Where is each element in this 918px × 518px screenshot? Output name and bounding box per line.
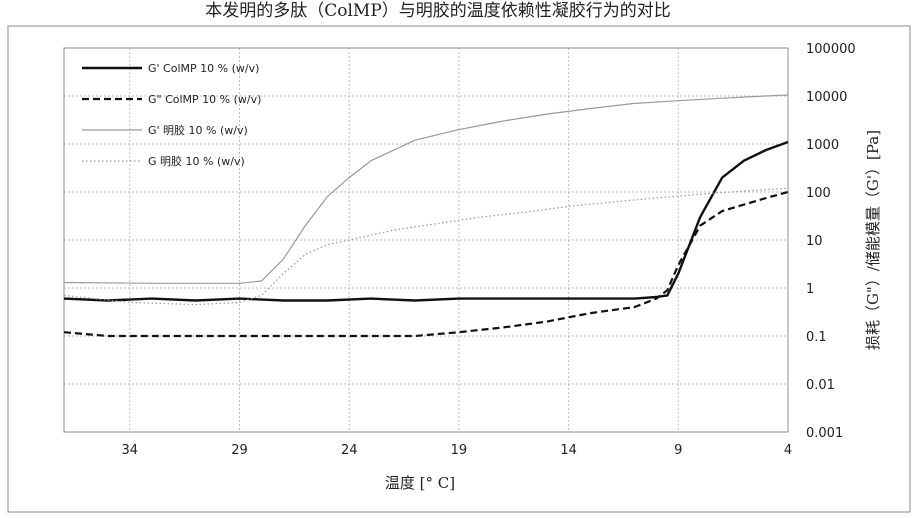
x-tick-label: 34 bbox=[122, 443, 139, 458]
y-axis-label: 损耗（G"）/储能模量（G'）[Pa] bbox=[864, 130, 882, 350]
series-line-0 bbox=[63, 140, 789, 302]
series-line-2 bbox=[63, 94, 789, 284]
y-tick-label: 0.1 bbox=[806, 330, 827, 345]
x-tick-label: 24 bbox=[341, 443, 358, 458]
x-tick-label: 29 bbox=[231, 443, 248, 458]
legend-label-0: G' ColMP 10 % (w/v) bbox=[148, 62, 259, 75]
chart-title: 本发明的多肽（ColMP）与明胶的温度依赖性凝胶行为的对比 bbox=[205, 1, 671, 21]
legend: G' ColMP 10 % (w/v) G" ColMP 10 % (w/v) G'… bbox=[82, 62, 261, 168]
x-tick-label: 4 bbox=[784, 443, 792, 458]
legend-label-1: G" ColMP 10 % (w/v) bbox=[148, 93, 261, 106]
legend-label-3: G 明胶 10 % (w/v) bbox=[148, 154, 245, 168]
x-tick-label: 14 bbox=[560, 443, 577, 458]
y-tick-label: 1 bbox=[806, 282, 814, 297]
y-tick-label: 10000 bbox=[806, 90, 847, 105]
y-tick-label: 1000 bbox=[806, 138, 839, 153]
plot-area-frame bbox=[63, 47, 789, 433]
series-line-1 bbox=[63, 190, 789, 338]
series-layer bbox=[63, 94, 789, 338]
series-line-3 bbox=[63, 187, 789, 306]
y-tick-label: 10 bbox=[806, 234, 823, 249]
x-tick-labels: 34 29 24 19 14 9 4 bbox=[122, 443, 793, 458]
legend-label-2: G' 明胶 10 % (w/v) bbox=[148, 123, 248, 137]
x-tick-label: 9 bbox=[674, 443, 682, 458]
y-tick-label: 0.001 bbox=[806, 426, 843, 441]
y-tick-label: 100000 bbox=[806, 42, 856, 57]
x-tick-label: 19 bbox=[451, 443, 468, 458]
y-tick-labels: 0.001 0.01 0.1 1 10 100 1000 10000 100000 bbox=[806, 42, 856, 441]
y-tick-label: 0.01 bbox=[806, 378, 835, 393]
x-axis-label: 温度 [° C] bbox=[385, 474, 455, 492]
chart-outer-border bbox=[7, 25, 911, 513]
y-tick-label: 100 bbox=[806, 186, 831, 201]
